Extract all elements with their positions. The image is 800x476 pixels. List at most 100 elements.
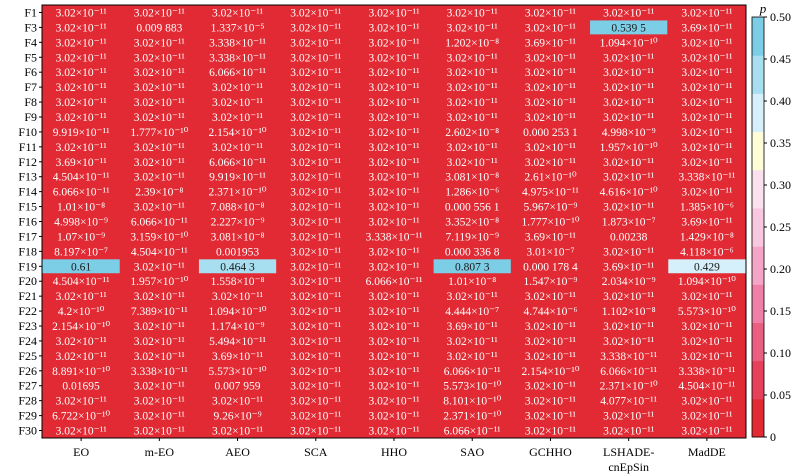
heatmap-cell-value: 0.000 556 1 [445, 202, 500, 214]
heatmap-cell-value: 3.02×10⁻¹¹ [290, 276, 342, 288]
heatmap-cell-value: 3.02×10⁻¹¹ [525, 351, 577, 363]
heatmap-cell-value: 1.777×10⁻¹⁰ [130, 127, 188, 139]
row-label: F16 [18, 215, 37, 229]
row-label: F28 [18, 394, 37, 408]
colorbar-segment [752, 360, 764, 400]
heatmap-cell-value: 3.69×10⁻¹¹ [525, 231, 577, 243]
colorbar-tick-label: 0.05 [770, 388, 791, 402]
heatmap-cell-value: 3.02×10⁻¹¹ [447, 22, 499, 34]
colorbar-tick-label: 0.30 [770, 178, 791, 192]
heatmap-cell-value: 3.02×10⁻¹¹ [681, 7, 733, 19]
heatmap-cell-value: 4.077×10⁻¹¹ [600, 396, 657, 408]
heatmap-cell-value: 3.02×10⁻¹¹ [290, 217, 342, 229]
heatmap-cell-value: 3.02×10⁻¹¹ [368, 381, 420, 393]
heatmap-cell-value: 4.504×10⁻¹¹ [131, 246, 188, 258]
colorbar-segment [752, 207, 764, 247]
heatmap-cell-value: 3.02×10⁻¹¹ [290, 306, 342, 318]
heatmap-cell-value: 3.02×10⁻¹¹ [134, 67, 186, 79]
heatmap-cell-value: 3.02×10⁻¹¹ [368, 82, 420, 94]
colorbar: p 0 0.05 0.10 0.15 0.20 0.25 0.30 0.35 0.40 0.45 0… [751, 1, 791, 444]
heatmap-cell-value: 3.02×10⁻¹¹ [603, 291, 655, 303]
row-label: F30 [18, 424, 37, 438]
heatmap-cell-value: 1.01×10⁻⁸ [448, 276, 496, 288]
colorbar-tick-label: 0.40 [770, 94, 791, 108]
heatmap-cell-value: 1.777×10⁻¹⁰ [521, 217, 579, 229]
heatmap-cell-value: 3.02×10⁻¹¹ [681, 157, 733, 169]
heatmap-cell-value: 2.154×10⁻¹⁰ [52, 321, 110, 333]
heatmap-cell-value: 3.02×10⁻¹¹ [368, 351, 420, 363]
heatmap-cell-value: 3.338×10⁻¹¹ [209, 37, 266, 49]
heatmap-cell-value: 4.444×10⁻⁷ [445, 306, 499, 318]
heatmap-cell-value: 3.02×10⁻¹¹ [681, 291, 733, 303]
heatmap-cell-value: 2.154×10⁻¹⁰ [209, 127, 267, 139]
colorbar-tick-label: 0.35 [770, 136, 791, 150]
heatmap-cell-value: 3.02×10⁻¹¹ [603, 321, 655, 333]
heatmap-cell-value: 3.02×10⁻¹¹ [603, 426, 655, 438]
row-label: F15 [18, 200, 37, 214]
row-label: F7 [24, 80, 37, 94]
heatmap-cell-value: 3.02×10⁻¹¹ [134, 157, 186, 169]
heatmap-cell-value: 1.385×10⁻⁶ [680, 202, 734, 214]
row-label: F8 [24, 95, 37, 109]
heatmap-cell-value: 3.159×10⁻¹⁰ [130, 231, 188, 243]
heatmap-cell-value: 3.02×10⁻¹¹ [212, 97, 264, 109]
heatmap-cell-value: 3.02×10⁻¹¹ [56, 112, 108, 124]
heatmap-cell-value: 2.371×10⁻¹⁰ [600, 381, 658, 393]
heatmap-cell-value: 8.101×10⁻¹⁰ [443, 396, 501, 408]
heatmap-cell-value: 3.02×10⁻¹¹ [290, 426, 342, 438]
heatmap-cell-value: 3.02×10⁻¹¹ [368, 127, 420, 139]
heatmap-cell-value: 6.722×10⁻¹⁰ [52, 411, 110, 423]
heatmap-cell-value: 3.02×10⁻¹¹ [212, 291, 264, 303]
heatmap-cell-value: 2.602×10⁻⁸ [445, 127, 499, 139]
column-label: AEO [225, 445, 250, 459]
row-label: F17 [18, 229, 37, 243]
heatmap-cell-value: 9.919×10⁻¹¹ [53, 127, 110, 139]
heatmap-cell-value: 3.02×10⁻¹¹ [134, 172, 186, 184]
heatmap-cell-value: 4.2×10⁻¹⁰ [58, 306, 105, 318]
heatmap-cell-value: 3.02×10⁻¹¹ [525, 7, 577, 19]
heatmap-cell-value: 2.371×10⁻¹⁰ [443, 411, 501, 423]
heatmap-cell-value: 5.573×10⁻¹⁰ [209, 366, 267, 378]
heatmap-cell-value: 0.464 3 [220, 261, 255, 273]
colorbar-tick-label: 0 [770, 430, 776, 444]
heatmap-cell-value: 3.338×10⁻¹¹ [131, 366, 188, 378]
heatmap-cell-value: 3.02×10⁻¹¹ [134, 202, 186, 214]
heatmap-cell-value: 3.02×10⁻¹¹ [290, 366, 342, 378]
colorbar-tick-label: 0.50 [770, 10, 791, 24]
heatmap-cell-value: 3.02×10⁻¹¹ [525, 52, 577, 64]
heatmap-cell-value: 3.02×10⁻¹¹ [447, 52, 499, 64]
heatmap-cell-value: 3.02×10⁻¹¹ [368, 217, 420, 229]
heatmap-cell-value: 3.02×10⁻¹¹ [290, 396, 342, 408]
heatmap-cell-value: 3.02×10⁻¹¹ [212, 112, 264, 124]
heatmap-cell-value: 3.02×10⁻¹¹ [368, 172, 420, 184]
heatmap-cell-value: 6.066×10⁻¹¹ [366, 276, 423, 288]
heatmap-cell-value: 3.02×10⁻¹¹ [290, 7, 342, 19]
heatmap-cell-value: 3.02×10⁻¹¹ [447, 157, 499, 169]
heatmap-cell-value: 4.504×10⁻¹¹ [678, 381, 735, 393]
colorbar-segment [752, 322, 764, 362]
heatmap-cell-value: 4.998×10⁻⁹ [54, 217, 108, 229]
heatmap-cell-value: 3.02×10⁻¹¹ [681, 67, 733, 79]
heatmap-cell-value: 3.02×10⁻¹¹ [56, 396, 108, 408]
heatmap-cell-value: 3.02×10⁻¹¹ [447, 82, 499, 94]
column-label: HHO [381, 445, 407, 459]
colorbar-segment [752, 93, 764, 133]
heatmap-cell-value: 3.02×10⁻¹¹ [212, 82, 264, 94]
heatmap-cell-value: 3.02×10⁻¹¹ [56, 22, 108, 34]
heatmap-cell-value: 0.429 [694, 261, 720, 273]
column-label: EO [73, 445, 89, 459]
heatmap-cell-value: 4.118×10⁻⁶ [680, 246, 734, 258]
heatmap-cell-value: 3.02×10⁻¹¹ [447, 97, 499, 109]
column-label: MadDE [688, 445, 726, 459]
heatmap-cell-value: 4.504×10⁻¹¹ [53, 172, 110, 184]
heatmap-cell-highlight [198, 259, 277, 274]
heatmap-cell-value: 3.02×10⁻¹¹ [56, 7, 108, 19]
colorbar-tick-label: 0.25 [770, 220, 791, 234]
heatmap-cell-value: 3.02×10⁻¹¹ [368, 366, 420, 378]
heatmap-cell-value: 3.02×10⁻¹¹ [681, 426, 733, 438]
heatmap-cell-value: 3.02×10⁻¹¹ [290, 37, 342, 49]
heatmap-cell-value: 4.504×10⁻¹¹ [53, 276, 110, 288]
heatmap-cell-value: 3.69×10⁻¹¹ [681, 22, 733, 34]
heatmap-cell-value: 3.02×10⁻¹¹ [290, 157, 342, 169]
